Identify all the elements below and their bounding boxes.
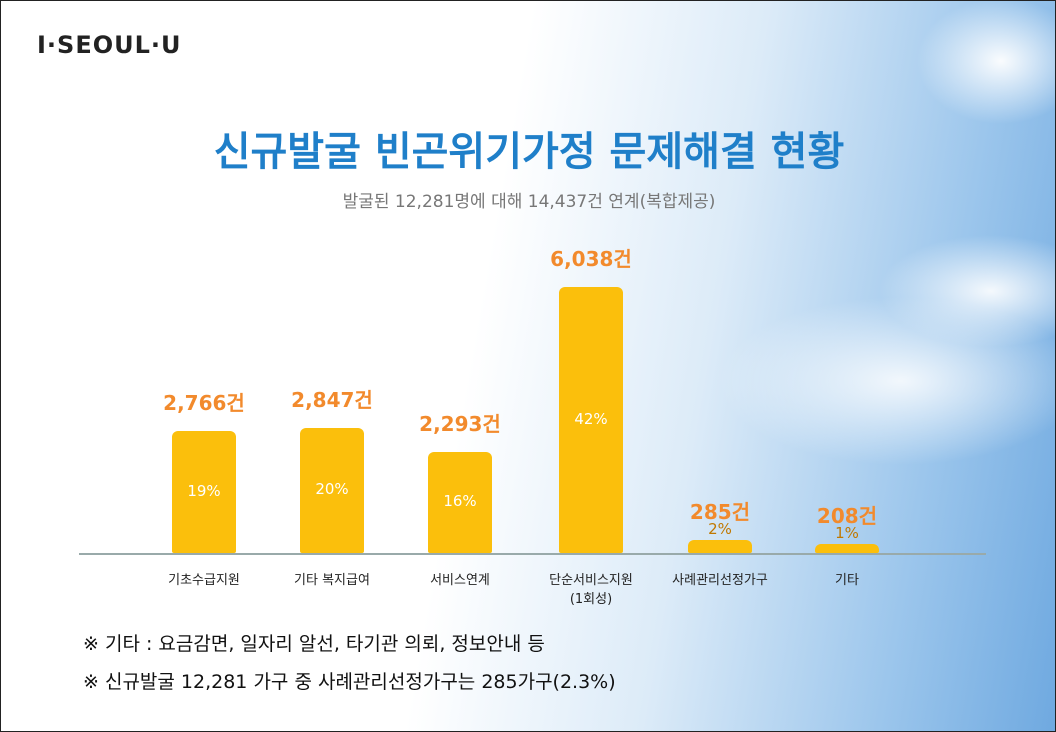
value-label: 285건 xyxy=(689,500,751,525)
share-label: 2% xyxy=(708,520,732,539)
subtitle: 발굴된 12,281명에 대해 14,437건 연계(복합제공) xyxy=(342,192,716,212)
logo: I·SEOUL·U xyxy=(37,31,182,59)
share-label: 1% xyxy=(835,523,859,542)
category-label: 기타 xyxy=(835,573,859,588)
bar xyxy=(815,543,879,553)
note: ※ 기타 : 요금감면, 일자리 알선, 타기관 의뢰, 정보안내 등 xyxy=(83,633,545,655)
share-label: 19% xyxy=(187,482,221,501)
axis-line xyxy=(79,553,986,555)
title: 신규발굴 빈곤위기가정 문제해결 현황 xyxy=(213,129,845,175)
share-label: 16% xyxy=(443,492,477,511)
value-label: 6,038건 xyxy=(550,247,632,271)
category-label: 사례관리선정가구 xyxy=(672,573,768,588)
bar xyxy=(172,431,236,553)
value-label: 208건 xyxy=(816,503,878,528)
share-label: 42% xyxy=(574,410,608,428)
bar xyxy=(559,287,623,553)
value-label: 2,847건 xyxy=(291,387,373,412)
category-label: 기타 복지급여 xyxy=(294,573,370,588)
value-label: 2,293건 xyxy=(419,411,501,436)
share-label: 20% xyxy=(315,480,349,499)
category-label: 단순서비스지원 (1회성) xyxy=(549,573,633,607)
bar xyxy=(300,427,364,553)
bar xyxy=(688,540,752,553)
value-label: 2,766건 xyxy=(163,391,245,416)
category-label: 기초수급지원 xyxy=(168,573,240,588)
category-label: 서비스연계 xyxy=(430,573,490,588)
bar xyxy=(428,451,492,553)
note: ※ 신규발굴 12,281 가구 중 사례관리선정가구는 285가구(2.3%) xyxy=(83,671,616,693)
